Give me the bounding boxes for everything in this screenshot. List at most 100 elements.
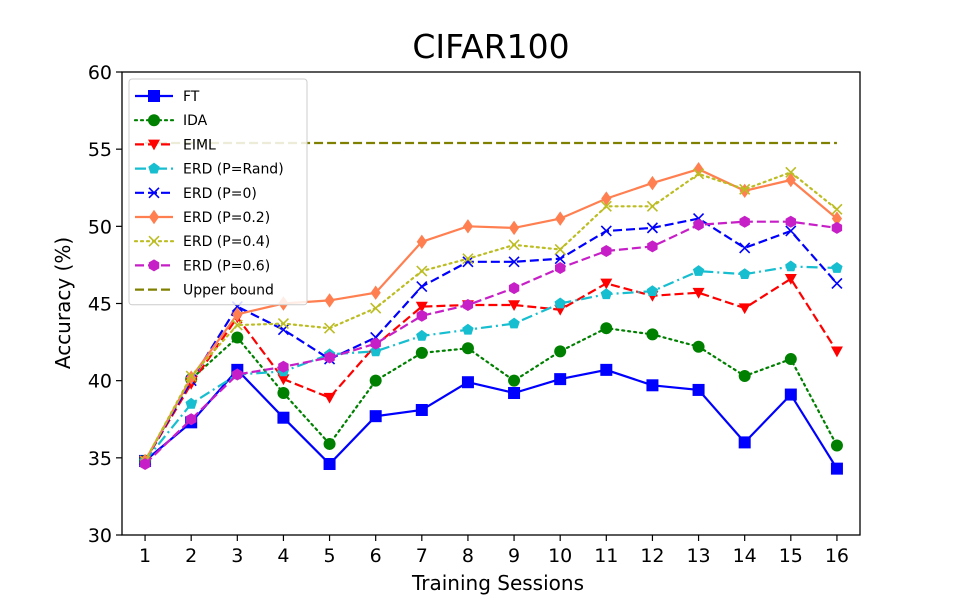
- data-point-erd-p-rand: [831, 262, 843, 273]
- data-point-erd-p-0-2: [831, 211, 843, 226]
- data-point-erd-p-0-6: [462, 299, 474, 311]
- data-point-erd-p-0-4: [416, 265, 428, 277]
- legend-marker-erd-p-0: [148, 187, 160, 199]
- x-tick-label: 2: [185, 545, 197, 567]
- series-ida: [139, 322, 843, 467]
- data-point-erd-p-rand: [416, 329, 428, 341]
- data-point-erd-p-0-4: [462, 253, 474, 265]
- data-point-erd-p-0-2: [508, 220, 520, 236]
- data-point-erd-p-0-6: [647, 240, 658, 253]
- data-point-ft: [784, 388, 797, 401]
- series-line-ft: [144, 368, 838, 470]
- y-tick-label: 40: [88, 371, 112, 393]
- data-point-erd-p-0: [646, 222, 659, 234]
- y-tick-label: 55: [88, 139, 112, 161]
- x-tick-label: 3: [231, 545, 243, 567]
- series-line-erd-p-0-2: [144, 168, 838, 462]
- data-point-erd-p-0-6: [555, 262, 566, 274]
- data-point-ft: [600, 363, 613, 376]
- data-point-erd-p-0-4: [370, 302, 382, 314]
- legend-label-ida: IDA: [183, 113, 208, 129]
- x-tick-label: 9: [508, 545, 520, 567]
- data-point-erd-p-0-2: [693, 162, 704, 177]
- data-point-erd-p-0: [739, 242, 751, 254]
- y-axis-label: Accuracy (%): [51, 237, 75, 369]
- data-point-ft: [646, 379, 659, 392]
- data-point-eiml: [738, 303, 751, 315]
- data-point-erd-p-0: [462, 256, 474, 268]
- chart-title: CIFAR100: [412, 27, 569, 66]
- legend-label-erd-p-rand: ERD (P=Rand): [183, 162, 284, 178]
- x-tick-label: 12: [640, 545, 664, 567]
- data-point-ida: [508, 374, 521, 387]
- data-point-erd-p-0-4: [508, 239, 520, 251]
- x-axis: 1 2 3 4 5 6 7 8 9 10 11 12 13 14 15 16: [139, 535, 849, 567]
- x-tick-label: 15: [779, 545, 803, 567]
- data-point-eiml: [508, 300, 521, 312]
- data-point-erd-p-0-6: [370, 337, 381, 350]
- data-point-ft: [323, 458, 336, 471]
- x-tick-label: 4: [277, 545, 289, 567]
- legend-marker-ida: [148, 114, 160, 127]
- legend-label-erd-p-0-2: ERD (P=0.2): [183, 210, 270, 226]
- data-point-ida: [646, 328, 659, 341]
- data-point-erd-p-0-2: [555, 211, 566, 226]
- legend-marker-erd-p-0-4: [148, 235, 160, 247]
- y-tick-label: 30: [88, 525, 112, 547]
- data-point-ida: [461, 342, 474, 355]
- data-point-ida: [323, 437, 336, 450]
- data-point-erd-p-rand: [600, 288, 612, 300]
- data-point-erd-p-0-6: [601, 245, 612, 257]
- data-point-erd-p-0-4: [554, 243, 566, 256]
- x-tick-label: 6: [370, 545, 382, 567]
- x-tick-label: 10: [548, 545, 572, 567]
- data-point-eiml: [323, 392, 336, 404]
- x-tick-label: 8: [462, 545, 474, 567]
- data-point-erd-p-0-4: [646, 200, 659, 212]
- data-point-erd-p-0-2: [739, 183, 750, 199]
- data-point-erd-p-rand: [646, 285, 659, 296]
- data-point-erd-p-0: [554, 253, 566, 265]
- legend-label-erd-p-0-6: ERD (P=0.6): [183, 258, 270, 274]
- y-axis: 30 35 40 45 50 55 60: [88, 62, 122, 547]
- x-tick-label: 14: [733, 545, 757, 567]
- legend-marker-erd-p-rand: [148, 162, 160, 174]
- series-line-erd-p-0: [144, 217, 838, 462]
- data-point-erd-p-0-2: [370, 285, 381, 300]
- data-point-eiml: [692, 287, 705, 299]
- legend-marker-erd-p-0-6: [148, 259, 160, 272]
- data-point-eiml: [277, 374, 290, 386]
- legend-label-upper-bound: Upper bound: [183, 283, 274, 299]
- data-point-erd-p-0-4: [785, 166, 797, 178]
- x-axis-label: Training Sessions: [411, 571, 584, 595]
- data-point-erd-p-0: [831, 277, 843, 290]
- data-point-erd-p-0-4: [231, 319, 243, 331]
- x-tick-label: 7: [416, 545, 428, 567]
- y-tick-label: 35: [88, 448, 112, 470]
- data-point-ida: [277, 387, 290, 400]
- series-line-erd-p-0-6: [144, 220, 838, 465]
- data-point-erd-p-0-6: [508, 282, 520, 295]
- data-point-eiml: [415, 301, 428, 313]
- data-point-ft: [554, 373, 567, 386]
- data-point-ft: [277, 411, 290, 424]
- data-point-ft: [738, 436, 751, 449]
- data-point-erd-p-rand: [185, 397, 197, 409]
- data-point-erd-p-rand: [554, 297, 566, 309]
- legend-marker-erd-p-0-2: [148, 209, 160, 225]
- data-point-ida: [738, 370, 751, 383]
- data-point-ida: [830, 439, 843, 452]
- data-point-ida: [231, 331, 244, 344]
- data-point-ft: [415, 403, 428, 416]
- data-point-erd-p-rand: [462, 323, 474, 335]
- data-point-erd-p-0-2: [647, 175, 658, 191]
- series-line-erd-p-rand: [144, 265, 837, 462]
- data-point-erd-p-0-6: [139, 458, 151, 470]
- data-point-eiml: [830, 346, 843, 358]
- data-point-eiml: [784, 274, 797, 285]
- data-point-erd-p-0-4: [323, 322, 336, 334]
- data-point-erd-p-0-4: [600, 200, 612, 212]
- data-point-erd-p-rand: [370, 345, 382, 357]
- legend-label-erd-p-0-4: ERD (P=0.4): [183, 234, 270, 250]
